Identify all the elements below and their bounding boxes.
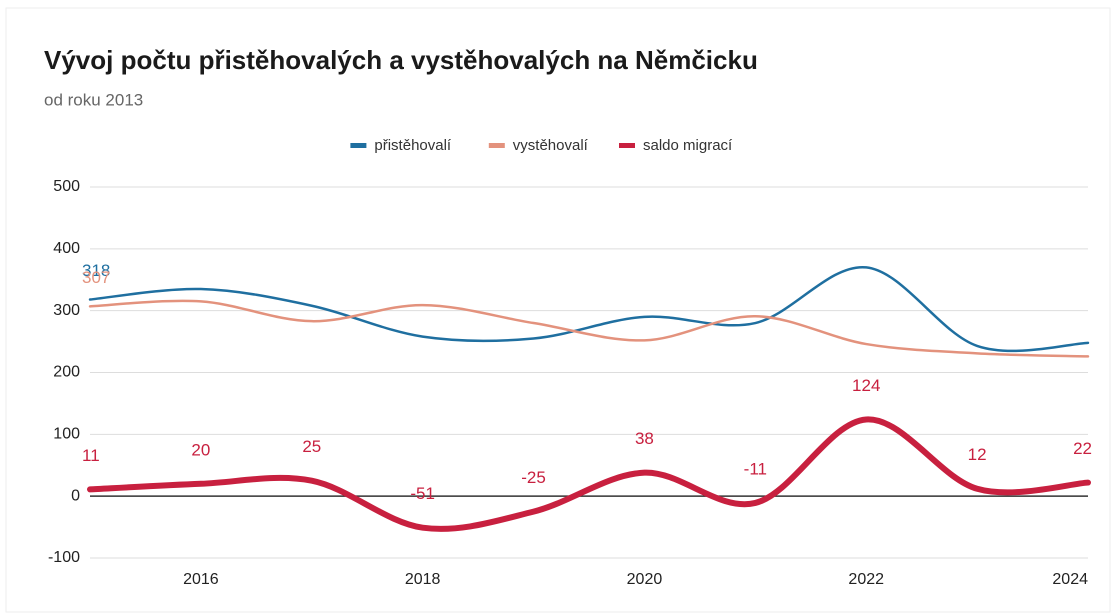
- legend-label: saldo migrací: [643, 137, 733, 154]
- series-line: [87, 416, 1091, 532]
- y-tick-label: 500: [53, 178, 80, 195]
- legend: přistěhovalí vystěhovalí saldo migrací: [350, 137, 733, 154]
- legend-label: přistěhovalí: [374, 137, 452, 154]
- y-tick-label: 100: [53, 426, 80, 443]
- y-tick-label: -100: [48, 549, 80, 566]
- data-label: -11: [744, 459, 767, 478]
- x-tick-label: 2024: [1052, 571, 1088, 588]
- x-tick-label: 2020: [627, 571, 663, 588]
- y-tick-label: 300: [53, 302, 80, 319]
- data-label: -25: [521, 468, 546, 487]
- y-tick-label: 200: [53, 364, 80, 381]
- card: [5, 7, 1111, 613]
- data-label: -51: [410, 484, 435, 503]
- data-label: 318: [82, 261, 110, 280]
- data-label: 12: [968, 445, 987, 464]
- data-label: 307: [82, 268, 110, 287]
- x-tick-label: 2016: [183, 571, 219, 588]
- legend-label: vystěhovalí: [513, 137, 589, 154]
- series-line: [88, 299, 1090, 358]
- data-label: 11: [82, 446, 100, 465]
- x-tick-label: 2018: [405, 571, 441, 588]
- chart-subtitle: od roku 2013: [44, 90, 143, 109]
- chart-title: Vývoj počtu přistěhovalých a vystěhovalý…: [44, 45, 758, 75]
- data-label: 22: [1073, 439, 1092, 458]
- legend-swatch: [350, 143, 367, 148]
- data-label: 25: [302, 437, 321, 456]
- data-label: 124: [852, 376, 880, 395]
- data-label: 38: [635, 429, 654, 448]
- data-label: 20: [191, 440, 210, 459]
- y-tick-label: 0: [71, 487, 80, 504]
- x-tick-label: 2022: [848, 571, 884, 588]
- series-line: [88, 266, 1090, 353]
- y-tick-label: 400: [53, 240, 80, 257]
- legend-swatch: [619, 143, 635, 148]
- legend-swatch: [488, 143, 505, 148]
